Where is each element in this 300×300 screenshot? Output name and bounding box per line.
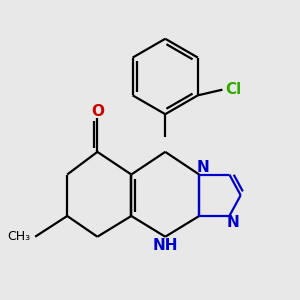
Text: N: N (196, 160, 209, 175)
Text: NH: NH (152, 238, 178, 253)
Text: O: O (91, 104, 104, 119)
Text: N: N (227, 215, 239, 230)
Text: Cl: Cl (226, 82, 242, 97)
Text: CH₃: CH₃ (8, 230, 31, 243)
